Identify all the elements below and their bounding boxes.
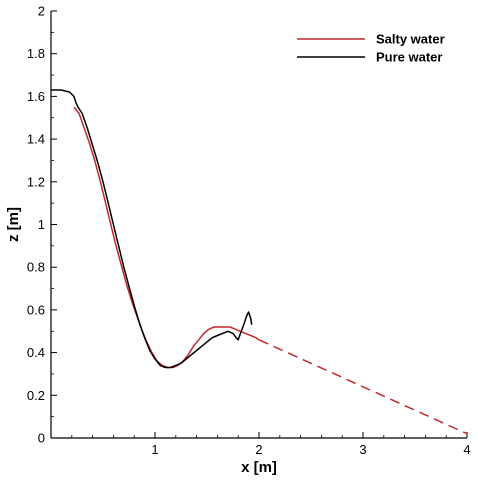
series-line-salty-water-extension (258, 339, 468, 435)
y-tick-label: 1.6 (27, 89, 45, 104)
y-tick-label: 0.4 (27, 345, 45, 360)
y-tick-label: 2 (38, 4, 45, 19)
y-tick-label: 1.8 (27, 46, 45, 61)
x-axis-ticks: 1 2 3 4 (71, 432, 471, 457)
legend-label-salty-water: Salty water (376, 32, 445, 47)
y-axis-ticks: 0 0.2 0.4 0.6 0.8 1 1.2 1.4 1.6 1.8 2 (27, 4, 57, 446)
series-line-pure-water (51, 89, 253, 369)
x-axis-title: x [m] (241, 459, 277, 476)
x-tick-label: 2 (255, 442, 262, 457)
y-axis-title: z [m] (5, 207, 22, 242)
y-tick-label: 0 (38, 431, 45, 446)
y-tick-label: 0.8 (27, 260, 45, 275)
y-tick-label: 0.2 (27, 388, 45, 403)
series-layer (51, 89, 468, 435)
y-tick-label: 1 (38, 217, 45, 232)
y-tick-label: 1.4 (27, 132, 45, 147)
series-line-salty-water (73, 106, 260, 369)
x-tick-label: 1 (151, 442, 158, 457)
y-tick-label: 1.2 (27, 174, 45, 189)
x-tick-label: 3 (359, 442, 366, 457)
legend: Salty water Pure water (297, 32, 445, 65)
x-tick-label: 4 (463, 442, 470, 457)
y-tick-label: 0.6 (27, 302, 45, 317)
legend-label-pure-water: Pure water (376, 50, 442, 65)
